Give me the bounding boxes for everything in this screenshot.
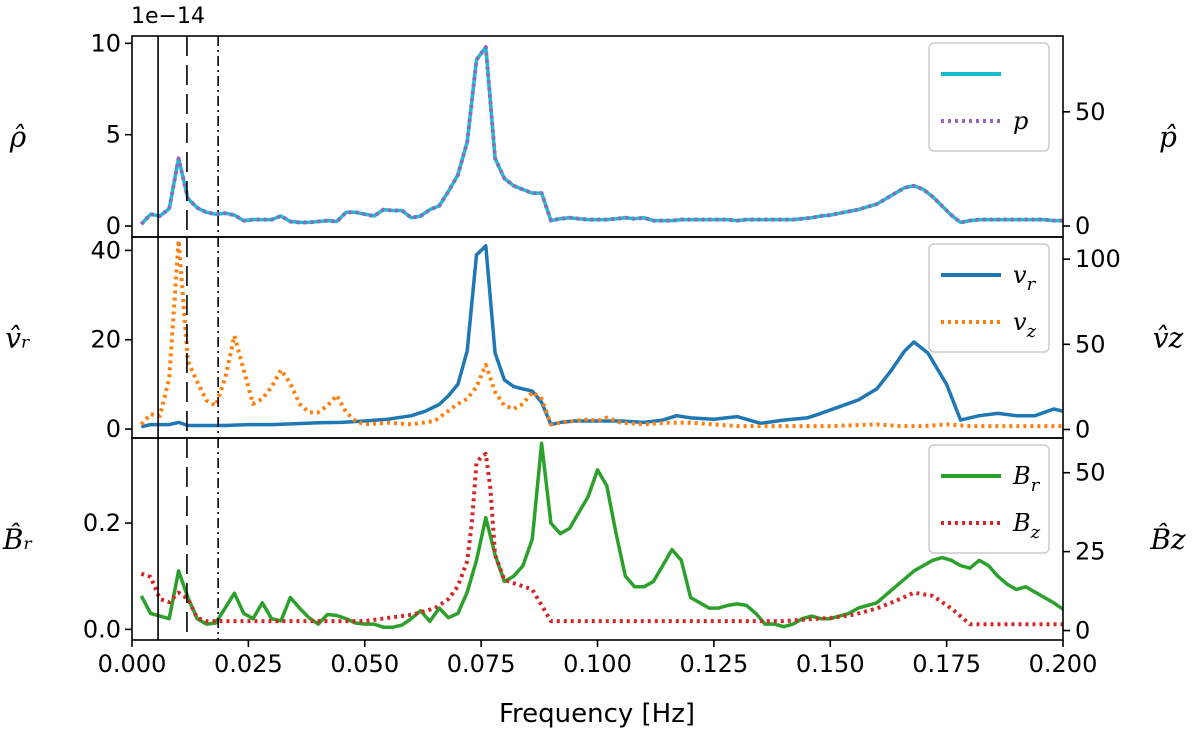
left-ytick-label: 0.0 [83,615,121,643]
series-line-vr-panel2 [140,244,1063,429]
xtick-label: 0.050 [330,650,399,678]
legend-label: vr [1013,261,1037,295]
xtick-label: 0.025 [214,650,283,678]
series-line-unnamed-panel1 [140,45,1063,226]
panel-2: 0 20 40 0 50 100 v̂ᵣ v̂z vr vz [5,236,1184,443]
legend-panel3: Br Bz [928,444,1050,554]
left-axis-label-panel3: B̂ᵣ [2,523,34,556]
series-line-vz-panel2 [139,238,1063,429]
series-line-Bz-panel3 [140,451,1063,627]
panel-frame-1 [131,35,1064,238]
series-line-Br-panel3 [139,441,1063,629]
right-ytick-label: 0 [1075,415,1090,443]
left-ytick-label: 0 [106,415,121,443]
legend-box [928,243,1050,353]
xtick-label: 0.175 [912,650,981,678]
left-ytick-label: 0.2 [83,509,121,537]
left-ytick-label: 40 [90,236,121,264]
xtick-label: 0.100 [563,650,632,678]
right-axis-label-panel1: p̂ [1159,121,1177,154]
legend-label: Br [1012,462,1041,496]
left-ytick-label: 10 [90,29,121,57]
right-ytick-label: 100 [1075,245,1121,273]
left-ytick-label: 0 [106,212,121,240]
right-ytick-label: 25 [1075,538,1106,566]
right-axis-label-panel2: v̂z [1153,322,1184,355]
left-axis-label-panel2: v̂ᵣ [5,322,31,355]
right-ytick-label: 50 [1075,98,1106,126]
xtick-label: 0.150 [796,650,865,678]
legend-panel2: vr vz [928,243,1050,353]
panel-frame-2 [131,236,1064,439]
x-axis-label: Frequency [Hz] [499,699,695,729]
left-axis-label-panel1: ρ̂ [9,121,27,154]
legend-box [928,42,1050,152]
right-axis-label-panel3: B̂z [1149,523,1186,556]
right-ytick-label: 0 [1075,617,1090,645]
legend-panel1: p [928,42,1050,152]
legend-label: vz [1013,308,1037,342]
right-ytick-label: 50 [1075,459,1106,487]
right-ytick-label: 0 [1075,212,1090,240]
legend-box [928,444,1050,554]
xtick-label: 0.125 [680,650,749,678]
legend-label: Bz [1012,509,1041,543]
right-ytick-label: 50 [1075,330,1106,358]
xtick-label: 0.075 [447,650,516,678]
left-ytick-label: 20 [90,326,121,354]
xtick-label: 0.000 [98,650,167,678]
panel-3: 0.0 0.2 0 25 50 B̂ᵣ B̂z Br Bz [2,437,1186,645]
x-offset-text: 1e−14 [131,4,205,29]
panel-1: 0 5 10 0 50 ρ̂ p̂ p [9,29,1177,240]
left-ytick-label: 5 [106,121,121,149]
series-line-p-panel1 [139,45,1063,226]
xtick-label: 0.200 [1029,650,1098,678]
legend-label: p [1013,107,1028,135]
